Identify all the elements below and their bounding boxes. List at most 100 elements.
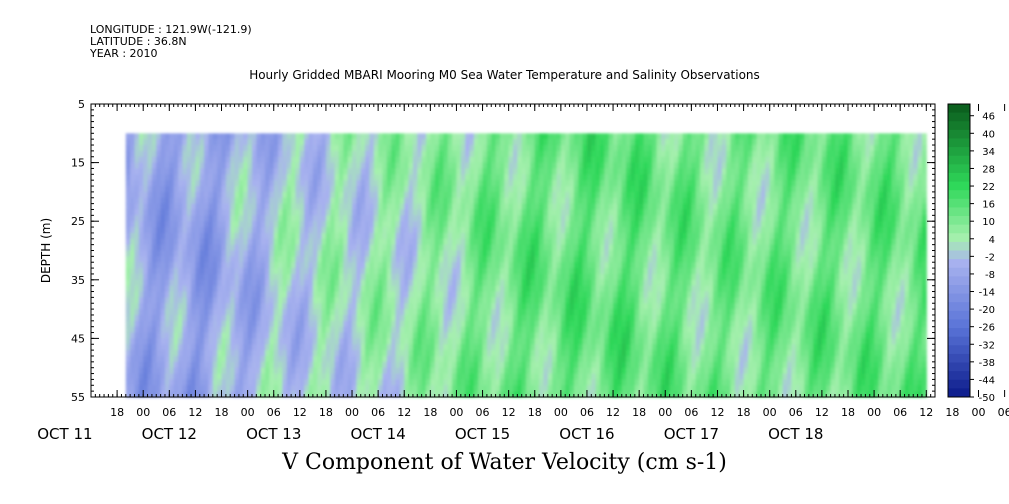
heatmap-cell xyxy=(151,291,157,298)
heatmap-cell xyxy=(495,279,501,287)
heatmap-cell xyxy=(504,350,510,357)
heatmap-cell xyxy=(243,309,249,316)
heatmap-cell xyxy=(160,314,166,322)
heatmap-cell xyxy=(282,367,288,375)
heatmap-cell xyxy=(586,232,592,240)
heatmap-cell xyxy=(408,379,414,386)
heatmap-cell xyxy=(586,303,592,310)
heatmap-cell xyxy=(517,168,523,175)
heatmap-cell xyxy=(373,227,379,234)
heatmap-cell xyxy=(338,227,344,234)
heatmap-cell xyxy=(186,168,192,175)
heatmap-cell xyxy=(186,150,192,158)
heatmap-cell xyxy=(425,314,431,322)
heatmap-cell xyxy=(417,285,423,293)
heatmap-cell xyxy=(399,256,405,263)
heatmap-cell xyxy=(278,320,284,328)
heatmap-cell xyxy=(408,191,414,199)
heatmap-cell xyxy=(600,221,605,228)
heatmap-cell xyxy=(278,209,284,216)
heatmap-cell xyxy=(482,338,488,345)
heatmap-cell xyxy=(334,139,340,146)
heatmap-cell xyxy=(265,326,270,334)
heatmap-cell xyxy=(308,273,314,281)
heatmap-cell xyxy=(578,320,584,328)
heatmap-cell xyxy=(399,350,405,357)
heatmap-cell xyxy=(513,156,518,164)
heatmap-cell xyxy=(352,145,357,152)
heatmap-cell xyxy=(147,338,153,345)
heatmap-cell xyxy=(295,367,301,375)
heatmap-cell xyxy=(308,355,314,363)
heatmap-cell xyxy=(312,256,318,263)
heatmap-cell xyxy=(347,232,353,240)
heatmap-cell xyxy=(304,320,310,328)
heatmap-cell xyxy=(569,355,575,363)
heatmap-cell xyxy=(321,180,327,187)
heatmap-cell xyxy=(425,379,431,386)
heatmap-cell xyxy=(251,379,257,386)
heatmap-cell xyxy=(173,256,179,263)
heatmap-cell xyxy=(247,332,253,339)
heatmap-cell xyxy=(534,385,540,392)
heatmap-cell xyxy=(330,367,336,375)
heatmap-cell xyxy=(247,273,253,281)
heatmap-cell xyxy=(238,391,244,398)
heatmap-cell xyxy=(334,361,340,369)
heatmap-cell xyxy=(173,285,179,293)
heatmap-cell xyxy=(330,297,336,304)
heatmap-cell xyxy=(338,285,344,293)
heatmap-cell xyxy=(582,168,588,175)
heatmap-cell xyxy=(521,145,527,152)
heatmap-cell xyxy=(604,215,610,222)
heatmap-cell xyxy=(151,227,157,234)
heatmap-cell xyxy=(412,338,418,345)
heatmap-cell xyxy=(434,180,440,187)
heatmap-cell xyxy=(260,215,266,222)
heatmap-cell xyxy=(156,344,162,351)
heatmap-cell xyxy=(469,367,475,375)
heatmap-cell xyxy=(495,150,501,158)
heatmap-cell xyxy=(595,367,601,375)
heatmap-cell xyxy=(491,232,497,240)
heatmap-cell xyxy=(182,145,188,152)
heatmap-cell xyxy=(513,320,518,328)
heatmap-cell xyxy=(330,250,336,257)
heatmap-cell xyxy=(321,139,327,146)
heatmap-cell xyxy=(173,168,179,175)
heatmap-cell xyxy=(173,250,179,257)
heatmap-cell xyxy=(412,250,418,257)
heatmap-cell xyxy=(552,326,558,334)
heatmap-cell xyxy=(556,350,562,357)
heatmap-cell xyxy=(508,156,514,164)
heatmap-cell xyxy=(295,203,301,211)
heatmap-cell xyxy=(169,232,175,240)
heatmap-cell xyxy=(325,139,331,146)
heatmap-cell xyxy=(425,227,431,234)
heatmap-cell xyxy=(265,268,270,275)
heatmap-cell xyxy=(208,361,214,369)
heatmap-cell xyxy=(147,326,153,334)
heatmap-cell xyxy=(495,203,501,211)
heatmap-cell xyxy=(517,350,523,357)
heatmap-cell xyxy=(482,268,488,275)
heatmap-cell xyxy=(169,338,175,345)
heatmap-cell xyxy=(552,303,558,310)
heatmap-cell xyxy=(195,221,201,228)
heatmap-cell xyxy=(338,168,344,175)
heatmap-cell xyxy=(147,215,153,222)
heatmap-cell xyxy=(278,145,284,152)
heatmap-cell xyxy=(334,232,340,240)
heatmap-cell xyxy=(565,162,571,170)
heatmap-cell xyxy=(217,250,223,257)
heatmap-cell xyxy=(295,273,301,281)
heatmap-cell xyxy=(143,332,149,339)
heatmap-cell xyxy=(304,174,310,181)
heatmap-cell xyxy=(399,156,405,164)
heatmap-cell xyxy=(251,168,257,175)
heatmap-cell xyxy=(404,139,410,146)
heatmap-cell xyxy=(560,191,566,199)
heatmap-cell xyxy=(495,168,501,175)
heatmap-cell xyxy=(338,238,344,246)
heatmap-cell xyxy=(356,297,362,304)
